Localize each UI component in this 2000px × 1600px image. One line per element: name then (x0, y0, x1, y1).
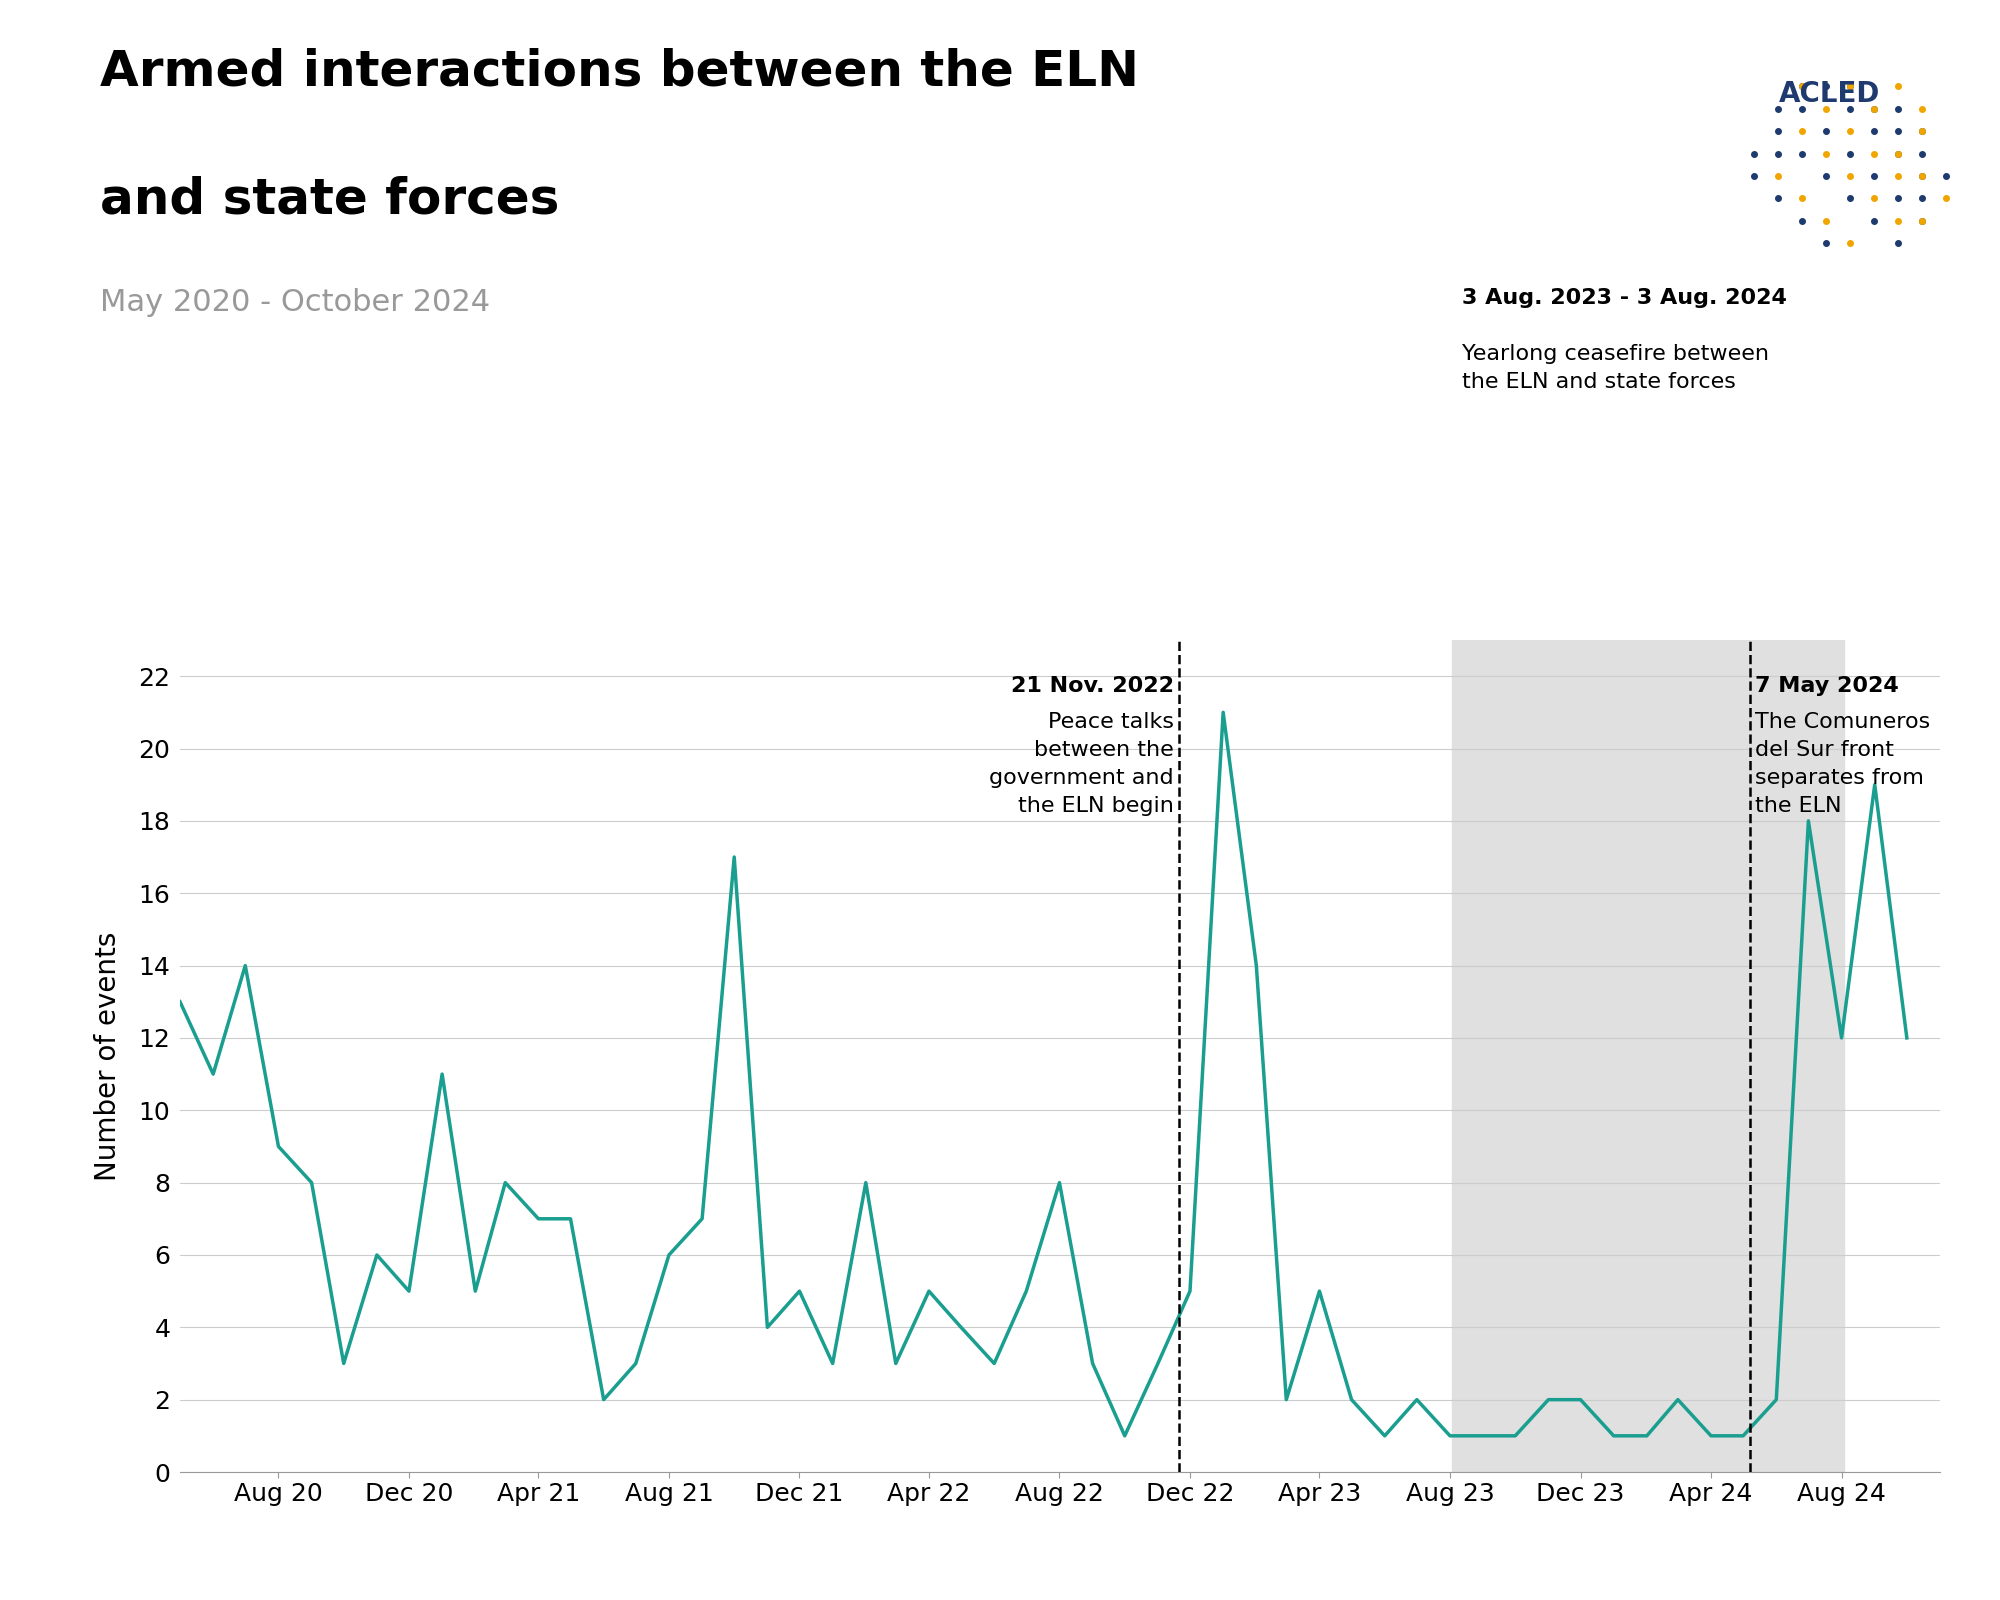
Text: 21 Nov. 2022: 21 Nov. 2022 (1010, 677, 1174, 696)
Text: Armed interactions between the ELN: Armed interactions between the ELN (100, 48, 1140, 96)
Y-axis label: Number of events: Number of events (94, 931, 122, 1181)
Text: Peace talks
between the
government and
the ELN begin: Peace talks between the government and t… (990, 712, 1174, 816)
Text: 7 May 2024: 7 May 2024 (1754, 677, 1898, 696)
Text: 3 Aug. 2023 - 3 Aug. 2024: 3 Aug. 2023 - 3 Aug. 2024 (1462, 288, 1786, 307)
Text: The Comuneros
del Sur front
separates from
the ELN: The Comuneros del Sur front separates fr… (1754, 712, 1930, 816)
Bar (1452, 640, 1844, 1472)
Text: May 2020 - October 2024: May 2020 - October 2024 (100, 288, 490, 317)
Text: ACLED: ACLED (1778, 80, 1880, 109)
Text: Yearlong ceasefire between
the ELN and state forces: Yearlong ceasefire between the ELN and s… (1462, 344, 1770, 392)
Text: and state forces: and state forces (100, 176, 560, 224)
